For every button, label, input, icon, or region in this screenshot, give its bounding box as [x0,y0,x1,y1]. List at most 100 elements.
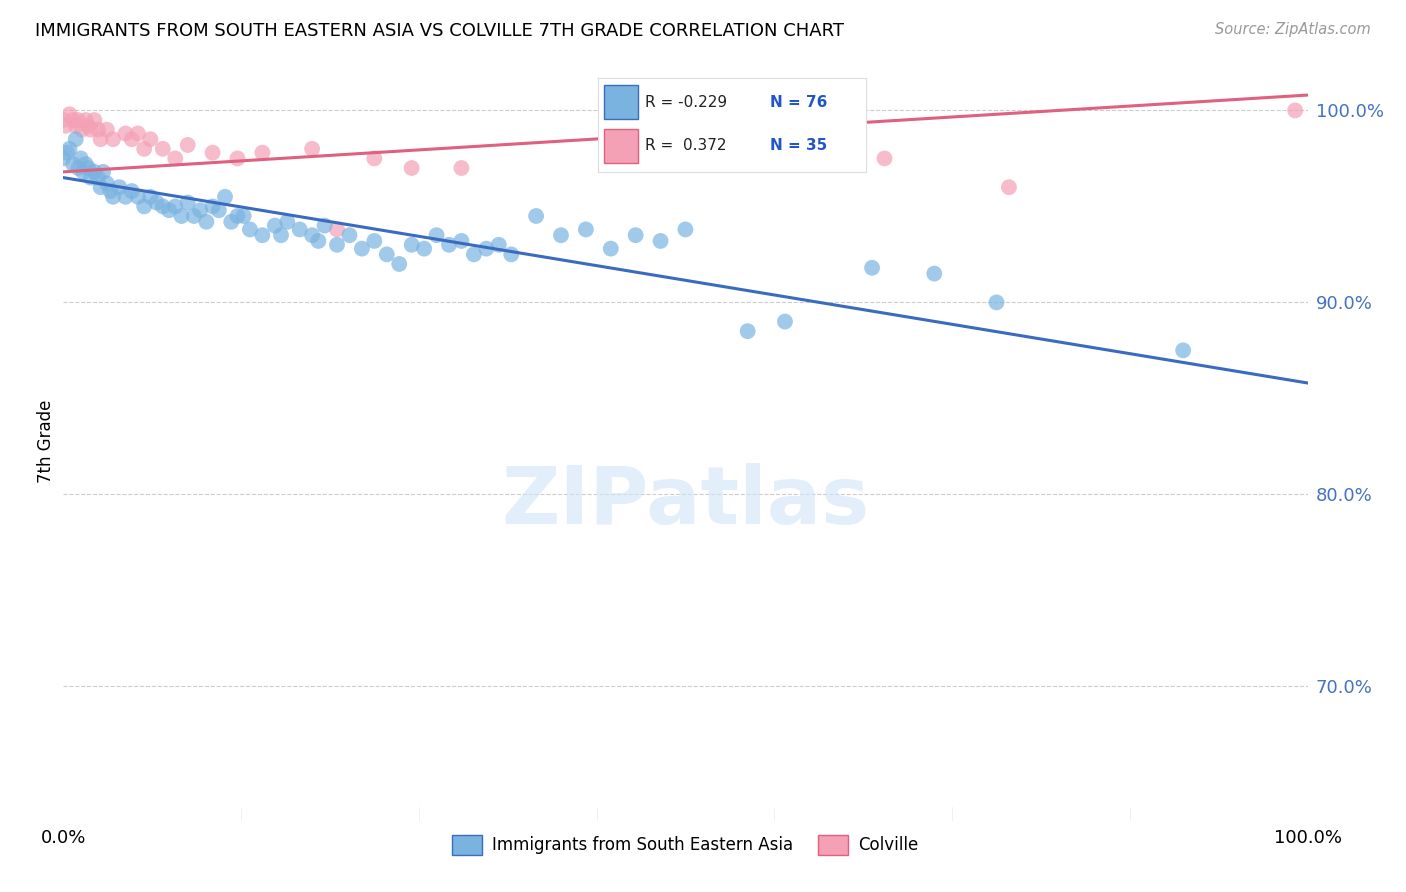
Point [177,138,200,153]
Point [924,267,946,281]
Point [139,190,162,204]
Point [101,132,124,146]
Point [239,222,262,236]
Point [87,122,110,136]
Point [226,152,249,166]
Point [65,119,87,133]
Point [307,234,329,248]
Point [998,180,1021,194]
Point [599,242,621,256]
Point [986,295,1008,310]
Point [55,119,77,133]
Point [96,122,118,136]
Point [401,161,423,175]
Point [326,237,349,252]
Point [413,242,436,256]
Point [134,142,156,156]
Point [301,228,323,243]
Point [195,215,218,229]
Point [87,170,110,185]
Point [72,165,94,179]
Point [165,152,187,166]
Point [501,247,523,261]
Point [450,234,472,248]
Point [363,234,385,248]
Point [83,113,105,128]
Point [737,324,759,338]
Point [96,177,118,191]
Point [488,237,510,252]
Point [77,119,100,133]
Point [157,203,180,218]
Point [252,228,274,243]
Point [83,165,105,179]
Point [208,203,231,218]
Point [624,228,647,243]
Point [170,209,193,223]
Point [375,247,398,261]
Point [675,157,697,171]
Point [1284,103,1306,118]
Point [114,127,136,141]
Point [425,228,447,243]
Point [270,228,292,243]
Point [201,199,224,213]
Point [75,157,97,171]
Point [188,203,211,218]
Point [575,222,598,236]
Point [58,142,80,156]
Point [52,152,75,166]
Point [62,157,84,171]
Point [860,260,883,275]
Legend: Immigrants from South Eastern Asia, Colville: Immigrants from South Eastern Asia, Colv… [446,828,925,862]
Text: ZIPatlas: ZIPatlas [502,463,869,541]
Point [252,145,274,160]
Point [114,190,136,204]
Point [58,107,80,121]
Point [52,113,75,128]
Point [56,145,79,160]
Point [773,315,796,329]
Point [388,257,411,271]
Text: IMMIGRANTS FROM SOUTH EASTERN ASIA VS COLVILLE 7TH GRADE CORRELATION CHART: IMMIGRANTS FROM SOUTH EASTERN ASIA VS CO… [35,22,844,40]
Point [450,161,472,175]
Point [67,113,90,128]
Point [101,190,124,204]
Point [177,195,200,210]
Point [100,184,122,198]
Y-axis label: 7th Grade: 7th Grade [37,400,55,483]
Point [90,132,112,146]
Point [79,170,101,185]
Point [108,180,131,194]
Point [314,219,336,233]
Point [90,180,112,194]
Point [401,237,423,252]
Point [75,113,97,128]
Point [326,222,349,236]
Point [127,190,149,204]
Point [165,199,187,213]
Point [1173,343,1195,358]
Point [70,122,93,136]
Point [145,195,167,210]
Point [152,199,174,213]
Point [67,161,90,175]
Point [232,209,254,223]
Point [350,242,373,256]
Point [363,152,385,166]
Point [650,234,672,248]
Point [77,161,100,175]
Point [301,142,323,156]
Point [91,165,114,179]
Point [69,152,91,166]
Point [263,219,285,233]
Point [550,228,572,243]
Point [524,209,547,223]
Point [183,209,205,223]
Point [65,132,87,146]
Point [463,247,485,261]
Point [79,122,101,136]
Point [139,132,162,146]
Point [121,184,143,198]
Point [152,142,174,156]
